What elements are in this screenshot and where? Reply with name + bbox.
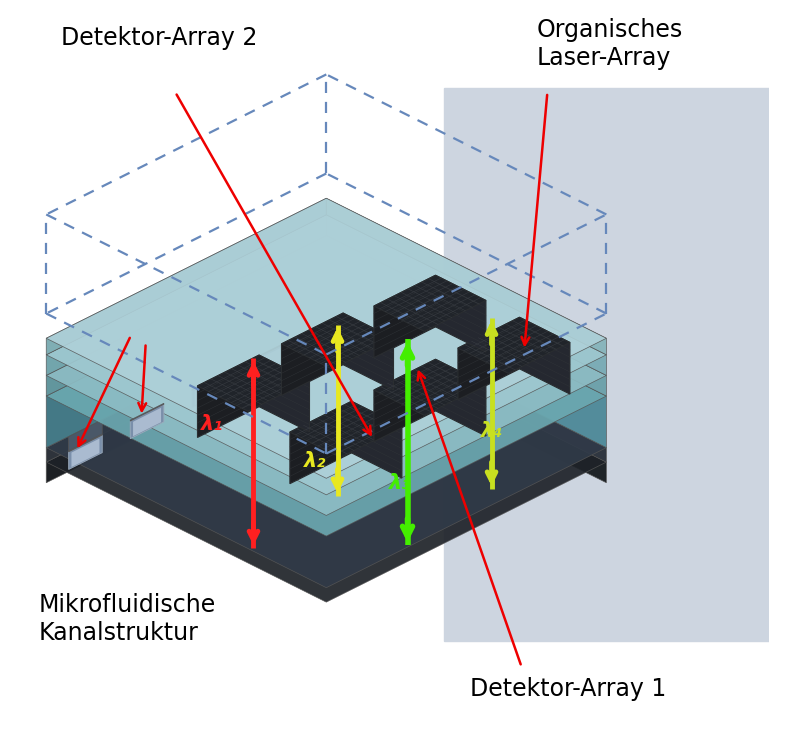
Polygon shape	[326, 198, 606, 354]
Polygon shape	[444, 88, 769, 641]
Polygon shape	[46, 235, 326, 396]
Polygon shape	[374, 275, 486, 332]
Polygon shape	[254, 342, 287, 360]
Polygon shape	[194, 377, 222, 405]
Polygon shape	[46, 307, 606, 587]
Polygon shape	[326, 322, 606, 483]
Polygon shape	[46, 256, 606, 536]
Text: Detektor-Array 1: Detektor-Array 1	[470, 677, 666, 701]
Polygon shape	[192, 372, 226, 391]
Polygon shape	[254, 343, 287, 377]
Polygon shape	[46, 307, 326, 462]
Polygon shape	[374, 360, 435, 441]
Polygon shape	[290, 401, 351, 483]
Text: λ₁: λ₁	[201, 413, 223, 434]
Polygon shape	[374, 360, 486, 416]
Polygon shape	[69, 435, 102, 469]
Polygon shape	[46, 256, 326, 447]
Polygon shape	[326, 235, 606, 396]
Polygon shape	[46, 322, 326, 483]
Polygon shape	[290, 401, 402, 457]
Polygon shape	[46, 198, 326, 354]
Polygon shape	[133, 408, 161, 436]
Polygon shape	[254, 327, 287, 358]
Polygon shape	[69, 419, 102, 451]
Polygon shape	[130, 389, 164, 420]
Polygon shape	[326, 256, 606, 447]
Polygon shape	[46, 235, 606, 515]
Polygon shape	[435, 275, 486, 352]
Polygon shape	[351, 401, 402, 478]
Text: λ₃: λ₃	[389, 472, 411, 493]
Polygon shape	[192, 358, 226, 389]
Polygon shape	[46, 214, 326, 375]
Polygon shape	[326, 307, 606, 462]
Polygon shape	[192, 374, 226, 408]
Text: Detektor-Array 2: Detektor-Array 2	[61, 26, 258, 50]
Polygon shape	[519, 318, 570, 394]
Text: λ₂: λ₂	[304, 450, 326, 471]
Polygon shape	[46, 322, 606, 602]
Polygon shape	[259, 355, 310, 432]
Polygon shape	[198, 355, 259, 438]
Polygon shape	[130, 405, 164, 439]
Polygon shape	[256, 346, 284, 374]
Polygon shape	[374, 275, 435, 357]
Polygon shape	[69, 434, 102, 452]
Polygon shape	[130, 403, 164, 421]
Polygon shape	[458, 318, 570, 374]
Polygon shape	[71, 439, 99, 467]
Polygon shape	[343, 313, 394, 390]
Polygon shape	[46, 214, 606, 495]
Polygon shape	[198, 355, 310, 411]
Text: Mikrofluidische
Kanalstruktur: Mikrofluidische Kanalstruktur	[39, 593, 216, 645]
Polygon shape	[435, 360, 486, 436]
Polygon shape	[458, 318, 519, 399]
Polygon shape	[282, 313, 343, 396]
Polygon shape	[46, 198, 606, 478]
Polygon shape	[326, 214, 606, 375]
Text: λ₄: λ₄	[481, 421, 503, 441]
Text: Organisches
Laser-Array: Organisches Laser-Array	[536, 18, 682, 70]
Polygon shape	[282, 313, 394, 369]
